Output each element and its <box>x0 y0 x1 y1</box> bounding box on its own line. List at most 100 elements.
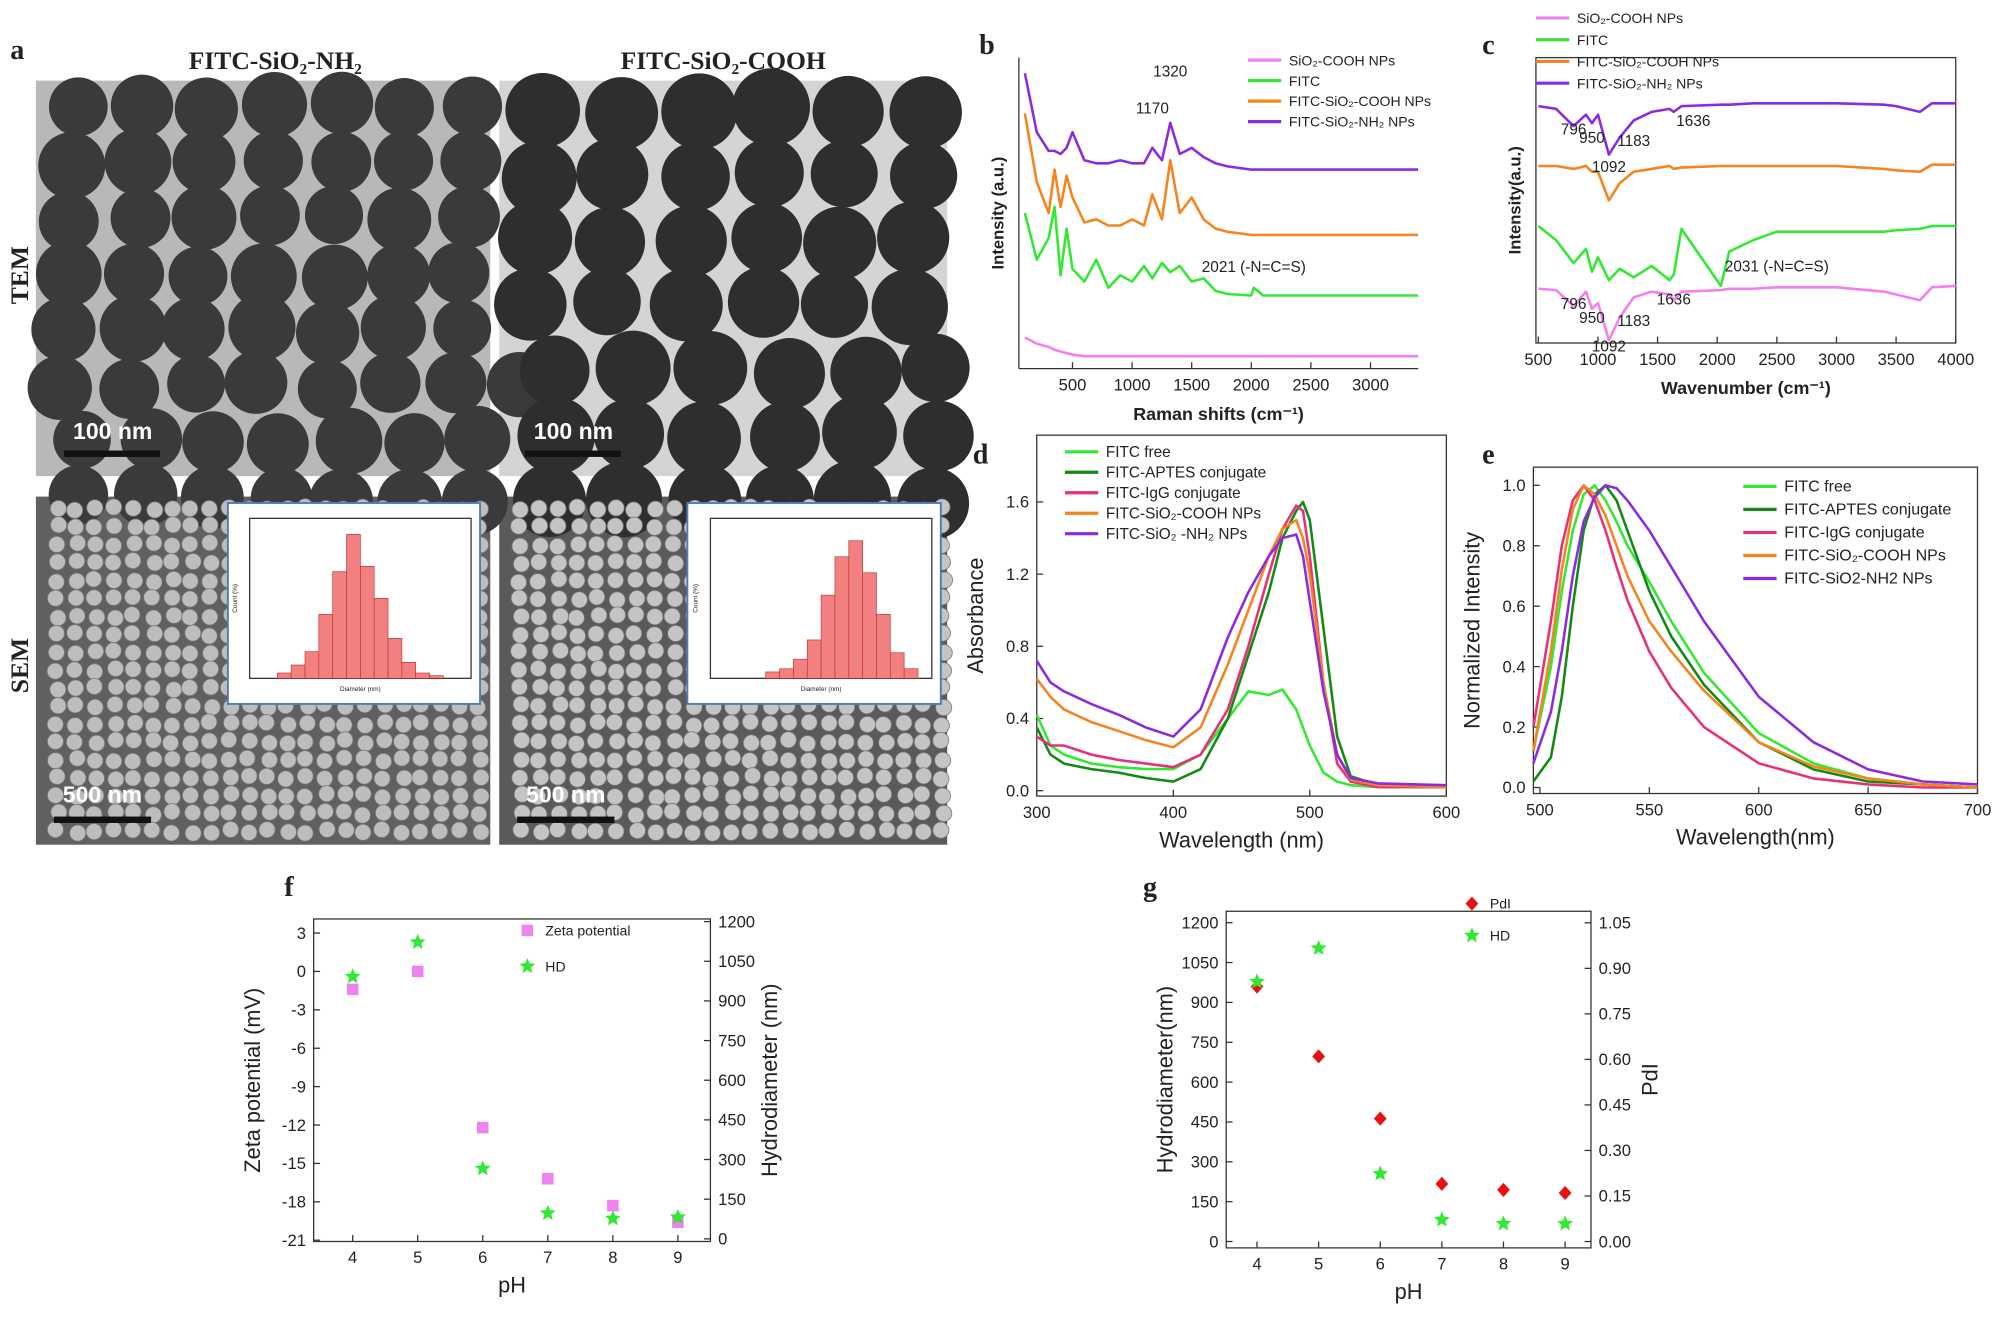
particle <box>337 821 355 839</box>
y2-tick-label: 150 <box>718 1190 746 1209</box>
particle <box>357 734 375 752</box>
particle <box>646 626 663 644</box>
legend-label: FITC-IgG conjugate <box>1784 525 1924 542</box>
y2-tick-label: 750 <box>718 1031 746 1050</box>
x-tick-label: 8 <box>1499 1255 1508 1274</box>
particle <box>820 769 838 787</box>
particle <box>646 608 664 626</box>
particle <box>241 786 259 804</box>
x-tick-label: 9 <box>1560 1255 1569 1274</box>
y-tick-label: 0 <box>1209 1232 1218 1251</box>
particle <box>897 806 915 824</box>
particle <box>549 500 567 518</box>
particle <box>433 805 450 823</box>
particle <box>838 752 856 770</box>
particle <box>568 770 586 788</box>
particle <box>470 714 488 732</box>
particle <box>894 751 912 769</box>
particle <box>606 768 624 786</box>
y2-axis-label: PdI <box>1638 1063 1663 1096</box>
y-tick-label: 0.8 <box>1503 536 1526 555</box>
particle <box>734 138 804 208</box>
x-tick-label: 650 <box>1854 800 1882 819</box>
particle <box>649 268 723 342</box>
particle <box>48 624 65 642</box>
y-tick-label: 0.8 <box>1006 637 1029 656</box>
particle <box>200 500 218 518</box>
x-tick-label: 300 <box>1023 803 1051 822</box>
particle <box>782 803 800 821</box>
particle <box>645 552 663 570</box>
x-tick-label: 4000 <box>1937 350 1974 369</box>
particle <box>143 770 161 788</box>
legend-label: HD <box>1490 928 1510 944</box>
series-line <box>1532 484 1978 789</box>
y-axis-label: Normalized Intensity <box>1460 532 1485 729</box>
particle <box>360 294 426 360</box>
y-tick-label: 0.6 <box>1503 597 1526 616</box>
legend-marker <box>521 924 534 937</box>
particle <box>46 821 64 839</box>
data-point <box>409 933 426 949</box>
particle <box>913 803 931 821</box>
particle <box>163 717 181 734</box>
particle <box>665 697 682 715</box>
y-axis-label: Intensity(a.u.) <box>1506 146 1525 254</box>
particle <box>627 767 645 785</box>
particle <box>145 534 163 552</box>
particle <box>903 400 974 472</box>
particle <box>49 697 67 715</box>
y2-tick-label: 0.00 <box>1599 1232 1631 1251</box>
particle <box>296 824 314 842</box>
legend-label: FITC-SiO₂-COOH NPs <box>1577 54 1719 70</box>
particle <box>240 804 258 822</box>
particle <box>667 678 685 696</box>
particle <box>104 821 122 839</box>
y2-tick-label: 1.05 <box>1599 914 1631 933</box>
plot-frame <box>1532 466 1979 795</box>
particle <box>335 716 353 734</box>
particle <box>625 624 643 642</box>
histogram-bar <box>903 668 919 679</box>
particle <box>202 678 220 696</box>
particle <box>181 679 198 697</box>
scale-bar <box>53 816 152 823</box>
particle <box>590 606 608 624</box>
histogram-bar <box>346 534 361 679</box>
histogram-bar <box>304 651 320 679</box>
particle <box>48 535 66 553</box>
particle <box>165 606 183 624</box>
particle <box>569 627 586 645</box>
particle <box>172 130 236 194</box>
row-label: SEM <box>5 638 34 693</box>
scale-bar-label: 500 nm <box>63 781 142 807</box>
particle <box>607 822 625 840</box>
particle <box>644 680 662 698</box>
particle <box>258 821 276 839</box>
particle <box>549 820 567 838</box>
particle <box>411 769 429 786</box>
series-line <box>1537 224 1956 288</box>
particle <box>567 735 585 753</box>
particle <box>105 752 123 770</box>
particle <box>144 717 162 735</box>
particle <box>532 626 550 643</box>
x-tick-label: 500 <box>1524 350 1552 369</box>
particle <box>299 804 317 822</box>
particle <box>107 660 125 677</box>
y-tick-label: 3 <box>297 924 306 943</box>
particle <box>665 518 683 536</box>
particle <box>607 678 625 696</box>
particle <box>104 642 122 660</box>
y2-tick-label: 1050 <box>718 952 755 971</box>
particle <box>373 770 391 788</box>
particle <box>663 607 681 625</box>
particle <box>934 787 951 805</box>
particle <box>224 351 288 414</box>
particle <box>68 607 86 625</box>
particle <box>48 767 66 785</box>
particle <box>298 714 316 732</box>
particle <box>373 131 434 191</box>
particle <box>69 824 87 842</box>
x-tick-label: 5 <box>1314 1255 1323 1274</box>
